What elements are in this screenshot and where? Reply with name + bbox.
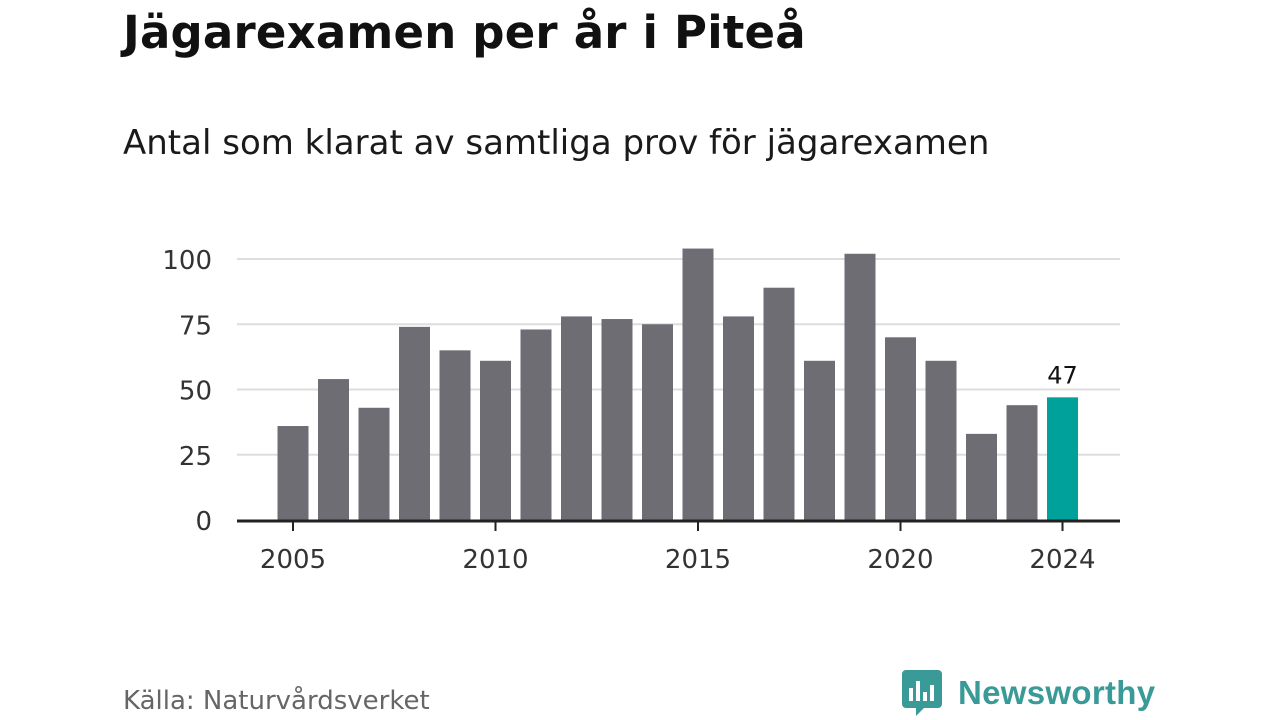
y-tick-label-75: 75 bbox=[179, 311, 212, 341]
x-tick-label-2015: 2015 bbox=[665, 545, 731, 575]
bar-2015 bbox=[682, 248, 714, 520]
bar-2010 bbox=[480, 360, 511, 520]
bar-2011 bbox=[520, 329, 552, 520]
bar-2021 bbox=[925, 360, 957, 520]
bar-2005 bbox=[277, 426, 309, 520]
bar-2007 bbox=[358, 407, 390, 520]
chart-subtitle: Antal som klarat av samtliga prov för jä… bbox=[123, 123, 990, 163]
x-tick-label-2010: 2010 bbox=[462, 545, 528, 575]
bar-2019 bbox=[844, 253, 876, 520]
bar-2024 bbox=[1047, 397, 1078, 520]
bar-2023 bbox=[1006, 405, 1038, 520]
bar-chart-speech-bubble-icon bbox=[902, 670, 942, 716]
bar-2009 bbox=[439, 350, 471, 520]
data-label-2024: 47 bbox=[1047, 361, 1078, 389]
brand-logo-group[interactable]: Newsworthy bbox=[902, 670, 1155, 716]
bar-2006 bbox=[318, 379, 349, 520]
chart-title: Jägarexamen per år i Piteå bbox=[123, 6, 806, 59]
bar-2008 bbox=[399, 326, 430, 520]
bar-2020 bbox=[885, 337, 916, 520]
bar-2016 bbox=[723, 316, 754, 520]
source-note: Källa: Naturvårdsverket bbox=[123, 686, 430, 716]
x-tick-label-2020: 2020 bbox=[867, 545, 933, 575]
bar-2017 bbox=[763, 287, 795, 520]
x-tick-label-2005: 2005 bbox=[260, 545, 326, 575]
brand-name: Newsworthy bbox=[958, 674, 1156, 711]
y-tick-label-50: 50 bbox=[179, 377, 212, 407]
bar-2014 bbox=[642, 324, 673, 520]
bar-2013 bbox=[601, 319, 633, 520]
bar-2012 bbox=[561, 316, 592, 520]
y-tick-label-100: 100 bbox=[162, 246, 212, 276]
x-tick-label-2024: 2024 bbox=[1029, 545, 1095, 575]
bar-2022 bbox=[966, 433, 997, 520]
y-tick-label-25: 25 bbox=[179, 442, 212, 472]
bar-2018 bbox=[804, 360, 835, 520]
y-tick-label-0: 0 bbox=[195, 507, 212, 537]
